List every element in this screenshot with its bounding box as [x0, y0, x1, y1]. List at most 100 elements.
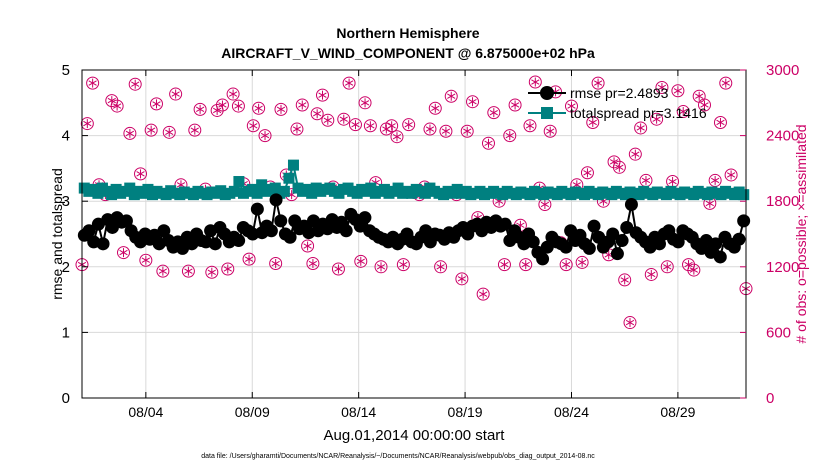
obs-count-marker — [719, 76, 733, 90]
obs-assimilated-mark — [546, 128, 555, 134]
obs-possible-circle — [181, 264, 195, 278]
obs-possible-circle — [363, 119, 377, 133]
obs-possible-circle — [144, 123, 158, 137]
obs-possible-circle — [374, 260, 388, 274]
obs-possible-circle — [564, 99, 578, 113]
obs-count-marker — [215, 98, 229, 112]
obs-count-marker — [543, 124, 557, 138]
obs-assimilated-mark — [695, 93, 704, 99]
obs-count-marker — [523, 119, 537, 133]
obs-assimilated-mark — [88, 80, 97, 86]
x-tick-label: 08/29 — [660, 404, 695, 420]
obs-count-marker — [181, 264, 195, 278]
obs-assimilated-mark — [351, 121, 360, 128]
obs-assimilated-mark — [620, 277, 629, 283]
obs-possible-circle — [110, 99, 124, 113]
y-tick-label-left: 1 — [62, 324, 70, 341]
obs-assimilated-mark — [689, 267, 699, 273]
rmse-point — [671, 235, 685, 249]
obs-assimilated-mark — [323, 117, 332, 123]
obs-possible-circle — [476, 287, 490, 301]
obs-count-marker — [123, 126, 137, 140]
obs-possible-circle — [559, 258, 573, 272]
obs-count-marker — [246, 119, 260, 133]
obs-count-marker — [310, 107, 324, 121]
obs-possible-circle — [354, 254, 368, 268]
obs-count-marker — [258, 129, 272, 143]
obs-assimilated-mark — [298, 102, 307, 108]
totalspread-point — [278, 185, 290, 197]
obs-possible-circle — [671, 84, 685, 98]
obs-count-marker — [444, 89, 458, 103]
obs-assimilated-mark — [593, 80, 603, 86]
obs-assimilated-mark — [218, 102, 227, 108]
obs-count-marker — [650, 112, 664, 126]
obs-count-marker — [481, 136, 495, 150]
obs-possible-circle — [434, 260, 448, 274]
obs-assimilated-mark — [165, 129, 174, 136]
obs-assimilated-mark — [195, 106, 205, 113]
obs-assimilated-mark — [112, 103, 122, 109]
obs-count-marker — [363, 119, 377, 133]
obs-assimilated-mark — [234, 103, 243, 109]
y-tick-label-right: 1800 — [766, 193, 799, 210]
obs-count-marker — [348, 118, 362, 132]
obs-assimilated-mark — [83, 120, 92, 127]
obs-possible-circle — [428, 101, 442, 115]
obs-possible-circle — [169, 87, 183, 101]
obs-possible-circle — [301, 239, 315, 253]
obs-possible-circle — [444, 89, 458, 103]
obs-count-marker — [354, 254, 368, 268]
obs-assimilated-mark — [313, 111, 322, 117]
y-tick-label-left: 2 — [62, 259, 70, 276]
rmse-point — [587, 219, 601, 233]
obs-assimilated-mark — [303, 243, 312, 249]
obs-possible-circle — [246, 119, 260, 133]
legend-spread-marker — [541, 107, 553, 119]
obs-possible-circle — [231, 99, 245, 113]
obs-possible-circle — [591, 76, 605, 90]
obs-possible-circle — [724, 168, 738, 182]
obs-possible-circle — [221, 262, 235, 276]
obs-count-marker — [644, 267, 658, 281]
rmse-point — [82, 224, 96, 238]
obs-count-marker — [358, 96, 372, 110]
obs-possible-circle — [86, 76, 100, 90]
obs-assimilated-mark — [710, 177, 720, 184]
obs-count-marker — [205, 265, 219, 279]
rmse-point — [269, 193, 283, 207]
obs-possible-circle — [628, 147, 642, 161]
x-tick-label: 08/14 — [341, 404, 376, 420]
x-tick-label: 08/24 — [554, 404, 589, 420]
obs-possible-circle — [503, 129, 517, 143]
obs-assimilated-mark — [625, 319, 635, 326]
totalspread-point — [283, 172, 295, 184]
obs-assimilated-mark — [184, 268, 193, 274]
obs-assimilated-mark — [376, 264, 386, 270]
obs-assimilated-mark — [158, 268, 168, 274]
obs-assimilated-mark — [494, 198, 504, 204]
totalspread-series — [78, 159, 750, 201]
rmse-point — [610, 247, 624, 261]
obs-count-marker — [252, 101, 266, 115]
obs-assimilated-mark — [292, 126, 302, 132]
obs-count-marker — [497, 258, 511, 272]
obs-count-marker — [503, 129, 517, 143]
axis-ticks: 08/04 08/09 08/14 08/19 08/24 08/29 0 1 2 3 4 5 0 600… — [62, 62, 800, 420]
rmse-point — [559, 240, 573, 254]
obs-count-marker — [575, 255, 589, 269]
obs-count-marker — [519, 258, 533, 272]
obs-possible-circle — [575, 255, 589, 269]
obs-count-marker — [134, 167, 148, 181]
obs-possible-circle — [650, 112, 664, 126]
obs-possible-circle — [655, 80, 669, 94]
rmse-point — [283, 230, 297, 244]
obs-possible-circle — [455, 272, 469, 286]
obs-assimilated-mark — [425, 126, 435, 132]
obs-assimilated-mark — [489, 109, 498, 116]
obs-possible-circle — [390, 130, 404, 144]
obs-assimilated-mark — [641, 177, 651, 184]
obs-assimilated-mark — [119, 249, 128, 256]
obs-possible-circle — [508, 98, 522, 112]
obs-count-marker — [586, 115, 600, 129]
